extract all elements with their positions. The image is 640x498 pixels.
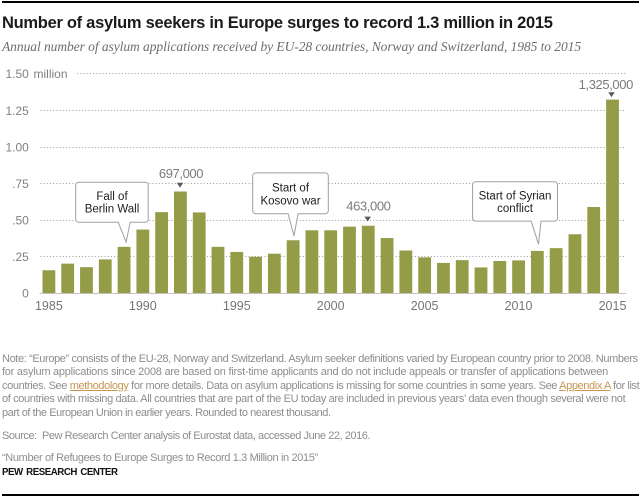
svg-text:million: million	[34, 67, 68, 81]
svg-text:0: 0	[22, 287, 29, 301]
svg-text:.50: .50	[12, 214, 29, 228]
svg-text:2015: 2015	[599, 299, 627, 313]
svg-text:2005: 2005	[411, 299, 439, 313]
svg-text:1.50: 1.50	[5, 67, 29, 81]
svg-text:2010: 2010	[505, 299, 533, 313]
svg-text:Start of Syrian: Start of Syrian	[479, 190, 552, 202]
svg-text:.25: .25	[12, 250, 29, 264]
svg-text:.75: .75	[12, 177, 29, 191]
svg-text:1,325,000: 1,325,000	[579, 77, 633, 92]
svg-text:1.25: 1.25	[5, 104, 29, 118]
svg-text:Kosovo war: Kosovo war	[260, 196, 320, 208]
svg-text:463,000: 463,000	[346, 199, 390, 214]
svg-text:1985: 1985	[35, 299, 63, 313]
svg-text:Fall of: Fall of	[96, 191, 128, 203]
svg-text:697,000: 697,000	[159, 166, 203, 181]
svg-text:1990: 1990	[129, 299, 157, 313]
svg-text:1.00: 1.00	[5, 140, 29, 154]
svg-text:1995: 1995	[223, 299, 251, 313]
svg-text:2000: 2000	[317, 299, 345, 313]
svg-text:Start of: Start of	[272, 183, 310, 195]
svg-text:Berlin Wall: Berlin Wall	[85, 204, 140, 216]
svg-text:conflict: conflict	[497, 203, 534, 215]
